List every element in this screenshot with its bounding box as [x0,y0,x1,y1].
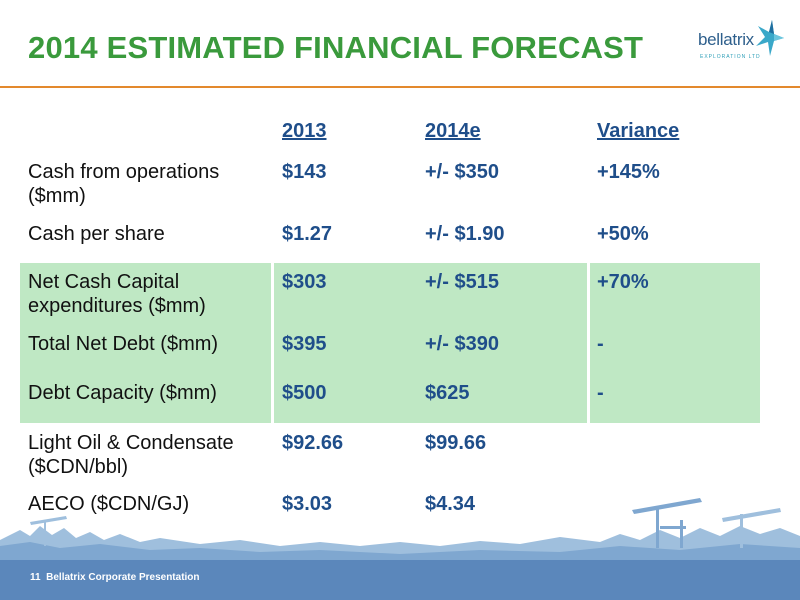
row-label: Cash per share [28,223,165,245]
landscape-illustration [0,498,800,562]
column-header-2013: 2013 [282,120,327,142]
star-icon [756,20,784,56]
value-variance: - [597,333,604,355]
value-2014e: +/- $350 [425,161,499,183]
highlight-separator [587,263,590,423]
column-header-variance: Variance [597,120,680,142]
value-2013: $143 [282,161,327,183]
value-2013: $92.66 [282,432,344,454]
value-2014e: $4.34 [425,493,476,515]
value-2014e: $99.66 [425,432,487,454]
highlight-separator [271,263,274,423]
value-2014e: +/- $515 [425,271,499,293]
value-2013: $395 [282,333,327,355]
company-logo: bellatrix EXPLORATION LTD [690,18,790,72]
title-divider [0,86,800,88]
value-variance: +70% [597,271,649,293]
footer: 11 Bellatrix Corporate Presentation [30,572,200,583]
value-2013: $303 [282,271,327,293]
logo-subtitle: EXPLORATION LTD [700,54,761,60]
highlight-band [20,263,760,423]
value-2014e: $625 [425,382,470,404]
row-label: AECO ($CDN/GJ) [28,493,190,515]
page-number: 11 [30,572,41,583]
value-2014e: +/- $1.90 [425,223,505,245]
value-variance: +145% [597,161,660,183]
value-2013: $500 [282,382,327,404]
row-label: Debt Capacity ($mm) [28,382,217,404]
value-variance: +50% [597,223,649,245]
pumpjack-icon [722,508,781,548]
row-label: Cash from operations ($mm) [28,161,220,207]
value-variance: - [597,382,604,404]
logo-brand: bellatrix [698,30,754,49]
pumpjack-icon [30,516,67,546]
row-label: Total Net Debt ($mm) [28,333,219,355]
pumpjack-icon [632,498,702,548]
value-2013: $3.03 [282,493,333,515]
footer-label: Bellatrix Corporate Presentation [46,572,200,583]
footer-band [0,560,800,600]
row-label: Light Oil & Condensate ($CDN/bbl) [28,432,234,478]
slide-title: 2014 ESTIMATED FINANCIAL FORECAST [28,30,644,65]
row-label: Net Cash Capital expenditures ($mm) [28,271,206,317]
value-2013: $1.27 [282,223,333,245]
column-header-2014e: 2014e [425,120,481,142]
value-2014e: +/- $390 [425,333,499,355]
